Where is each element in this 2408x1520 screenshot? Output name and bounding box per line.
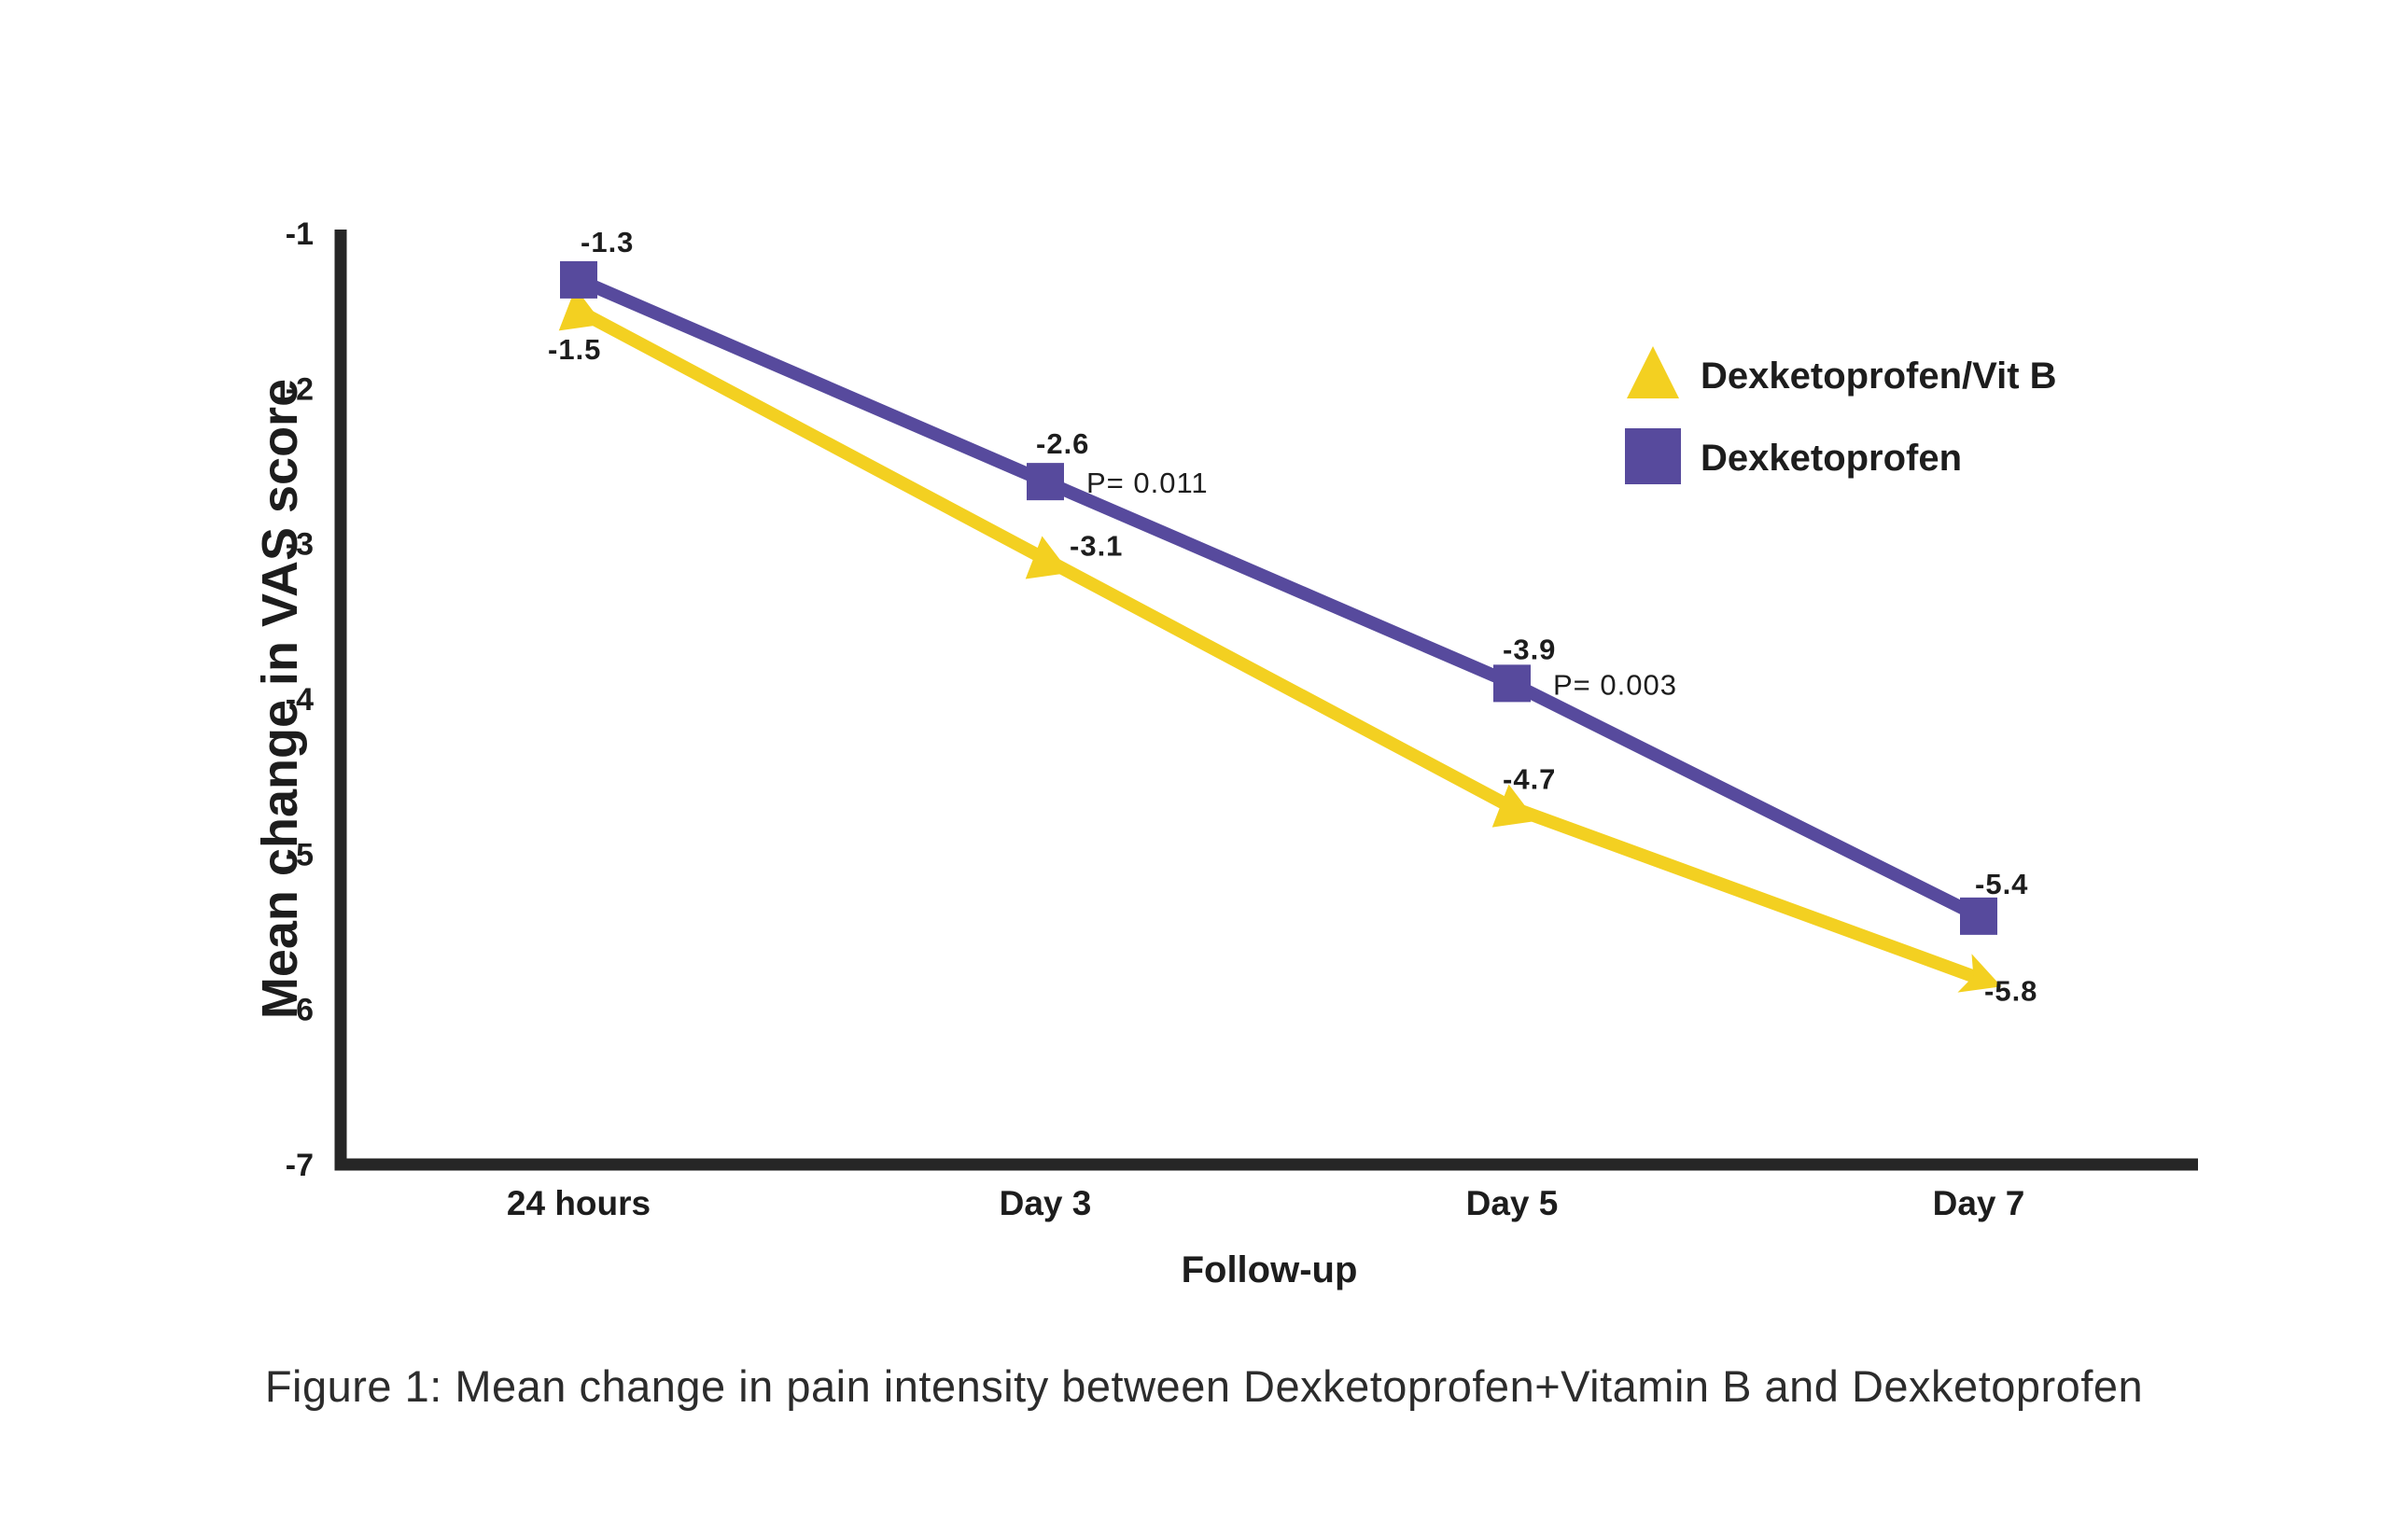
vas-line-chart: -1 -2 -3 -4 -5 -6 -7 24 hours Day 3 Day 5 Day 7 Fol…	[252, 216, 2198, 1290]
marker-square	[1493, 664, 1531, 703]
p-value-label: P= 0.011	[1086, 467, 1209, 499]
data-label: -4.7	[1503, 762, 1556, 795]
y-tick-label: -6	[286, 993, 314, 1028]
y-tick-label: -5	[286, 837, 314, 872]
data-label: -1.5	[548, 333, 601, 366]
legend-triangle-swatch	[1627, 346, 1679, 398]
x-tick-label: Day 7	[1933, 1184, 2025, 1222]
data-label: -5.8	[1984, 974, 2037, 1007]
data-label: -2.6	[1036, 427, 1089, 460]
y-tick-label: -3	[286, 527, 314, 563]
y-tick-label: -7	[286, 1148, 314, 1183]
legend-label: Dexketoprofen/Vit B	[1701, 356, 2057, 397]
x-tick-label: 24 hours	[507, 1184, 651, 1222]
marker-triangle	[558, 287, 604, 331]
series-line-0	[575, 304, 1981, 984]
marker-arrowhead	[1957, 954, 2002, 993]
y-tick-label: -1	[286, 216, 314, 252]
y-tick-label: -4	[286, 682, 314, 718]
marker-triangle	[1025, 536, 1071, 579]
marker-square	[1027, 463, 1064, 501]
data-label: -5.4	[1975, 868, 2028, 900]
data-label: -1.3	[581, 226, 634, 258]
x-tick-label: Day 5	[1466, 1184, 1559, 1222]
y-tick-label: -2	[286, 371, 314, 407]
series-line-1	[576, 273, 1982, 923]
legend-square-swatch	[1625, 428, 1681, 484]
legend-label: Dexketoprofen	[1701, 438, 1962, 479]
marker-square	[1960, 897, 1997, 935]
marker-triangle	[1491, 784, 1537, 828]
data-label: -3.1	[1070, 529, 1123, 562]
y-axis-title: Mean change in VAS score	[252, 379, 308, 1019]
x-axis-title: Follow-up	[1182, 1249, 1358, 1290]
x-tick-label: Day 3	[1000, 1184, 1092, 1222]
marker-square	[560, 260, 597, 299]
data-label: -3.9	[1503, 633, 1556, 665]
figure-caption: Figure 1: Mean change in pain intensity …	[264, 1361, 2144, 1411]
p-value-label: P= 0.003	[1553, 668, 1677, 701]
